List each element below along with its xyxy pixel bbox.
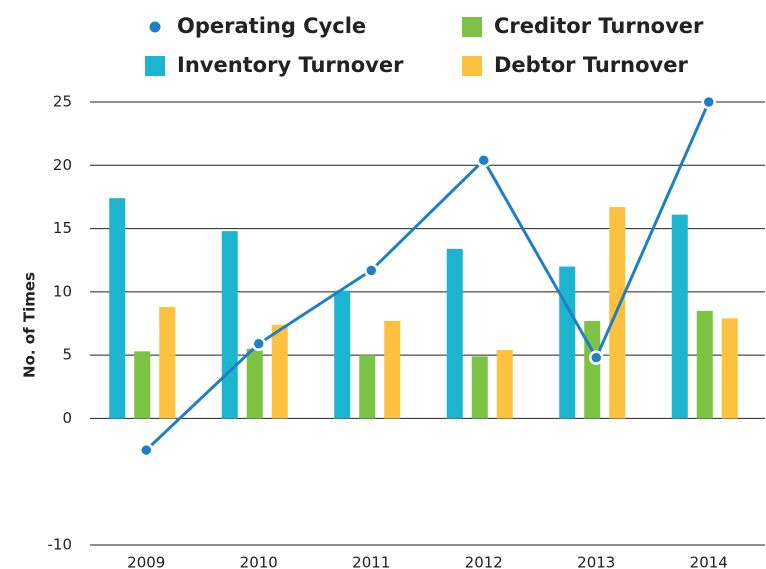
y-tick-label: 15 (53, 219, 72, 237)
x-tick-label: 2014 (690, 554, 728, 569)
bar (221, 231, 238, 419)
line (145, 101, 711, 452)
line-point (476, 152, 491, 168)
legend-swatch (462, 17, 482, 37)
line-point (364, 263, 379, 278)
legend-label: Inventory Turnover (177, 53, 404, 77)
x-tick-label: 2009 (127, 554, 165, 569)
legend-label: Operating Cycle (177, 14, 366, 38)
bar (559, 266, 576, 419)
bar (496, 350, 513, 419)
y-tick-label: -10 (48, 536, 73, 554)
y-tick-label: 20 (53, 156, 72, 174)
bar (359, 355, 376, 419)
legend-label: Debtor Turnover (494, 53, 688, 77)
y-axis-label: No. of Times (21, 272, 39, 378)
bar (696, 310, 713, 419)
bar (159, 307, 176, 419)
bar (446, 248, 463, 419)
x-tick-label: 2013 (577, 554, 615, 569)
bar (271, 324, 288, 419)
bar (671, 214, 688, 419)
legend-marker (146, 18, 164, 36)
bar (471, 356, 488, 419)
line-point (701, 94, 716, 110)
x-tick-label: 2011 (352, 554, 390, 569)
legend-swatch (145, 56, 165, 76)
x-tick-label: 2010 (240, 554, 278, 569)
y-tick-label: 5 (62, 346, 72, 364)
y-tick-label: 0 (62, 409, 72, 427)
bar (384, 320, 401, 419)
bar (246, 348, 263, 419)
line-point (589, 350, 604, 365)
y-tick-label: 25 (53, 93, 72, 111)
line-point (139, 442, 154, 458)
bar (134, 351, 151, 419)
x-tick-label: 2012 (465, 554, 503, 569)
bar (721, 318, 738, 419)
bar (334, 290, 351, 419)
bar (584, 320, 601, 419)
y-tick-label: 10 (53, 282, 72, 300)
bar (109, 198, 126, 419)
line-point (251, 336, 266, 352)
legend-label: Creditor Turnover (494, 14, 704, 38)
legend-swatch (462, 56, 482, 76)
